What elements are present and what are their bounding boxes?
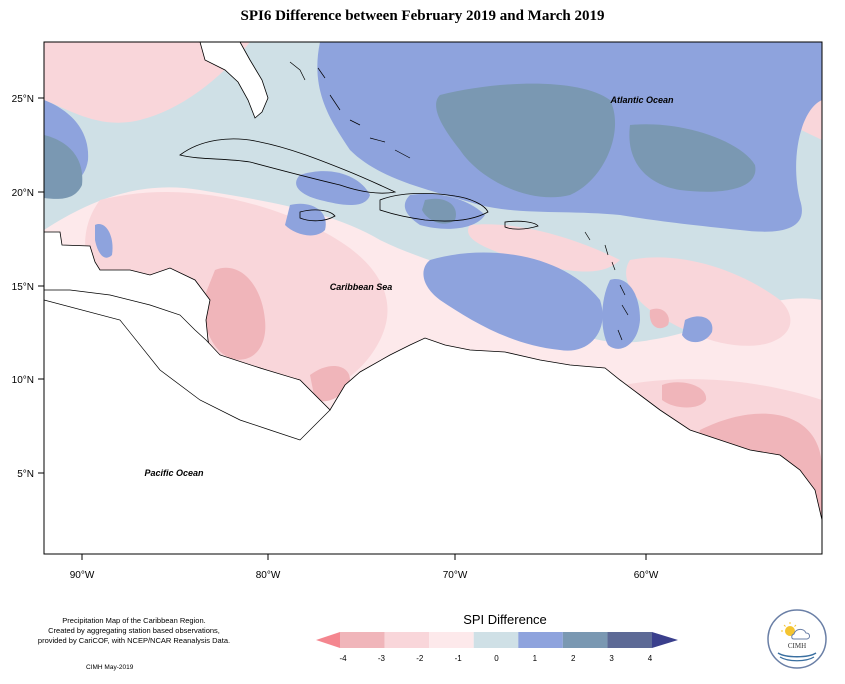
lat-label-5: 5°N	[17, 469, 34, 480]
label-atlantic-ocean: Atlantic Ocean	[609, 95, 674, 105]
land-florida	[199, 42, 269, 119]
land-cuba	[179, 138, 397, 194]
land-central-south-america	[44, 231, 822, 554]
lat-label-25: 25°N	[12, 94, 34, 105]
land-lesser-antilles	[584, 231, 629, 341]
lon-label-70: 70°W	[443, 570, 468, 581]
label-caribbean-sea: Caribbean Sea	[330, 282, 393, 292]
contour-blue-cuba	[296, 171, 370, 205]
colorbar-tick-label: 4	[648, 654, 653, 663]
land-puerto-rico	[504, 220, 539, 230]
contour-blue-windward	[602, 279, 640, 349]
colorbar-tick-label: -3	[378, 654, 386, 663]
footnote-line-1: Precipitation Map of the Caribbean Regio…	[62, 616, 206, 625]
cimh-logo: CIMH	[767, 609, 827, 669]
map-frame	[43, 41, 823, 555]
logo-text: CIMH	[788, 642, 806, 650]
colorbar-right-arrow	[652, 632, 678, 648]
colorbar-tick-label: 2	[571, 654, 576, 663]
contour-grey-blue-atlantic	[436, 83, 616, 198]
axis-ticks	[38, 97, 647, 560]
contour-blue-belize	[95, 224, 113, 258]
contour-grey-blue-gulf	[44, 135, 83, 199]
land-hispaniola	[379, 192, 489, 222]
colorbar-cell	[518, 632, 563, 648]
colorbar-left-arrow	[316, 632, 340, 648]
lon-label-90: 90°W	[70, 570, 95, 581]
lat-label-10: 10°N	[12, 375, 34, 386]
lat-label-15: 15°N	[12, 282, 34, 293]
contour-salmon-panama	[310, 365, 350, 402]
colorbar-cell	[429, 632, 474, 648]
map-footnote: Precipitation Map of the Caribbean Regio…	[14, 616, 254, 646]
credit-text: CIMH May-2019	[86, 664, 134, 671]
colorbar-cell	[607, 632, 652, 648]
lat-label-20: 20°N	[12, 188, 34, 199]
contour-grey-blue-east	[629, 124, 756, 192]
colorbar: -4 -3 -2 -1 0 1 2 3 4	[316, 632, 678, 663]
contour-pink-antilles	[626, 257, 791, 346]
contour-salmon-small-2	[662, 382, 707, 408]
contour-salmon-small	[649, 308, 669, 329]
colorbar-tick-label: -4	[339, 654, 347, 663]
colorbar-tick-label: 0	[494, 654, 499, 663]
footnote-line-3: provided by CariCOF, with NCEP/NCAR Rean…	[37, 636, 231, 645]
colorbar-tick-label: -2	[416, 654, 424, 663]
lon-label-80: 80°W	[256, 570, 281, 581]
contour-salmon-nicaragua	[203, 267, 266, 360]
colorbar-cell	[473, 632, 519, 648]
land-central-america-coast	[44, 289, 331, 441]
contour-grey-blue-hispaniola	[422, 198, 456, 224]
colorbar-cell	[384, 632, 430, 648]
colorbar-tick-label: 3	[609, 654, 614, 663]
contour-blue-caribbean	[423, 252, 603, 351]
legend-title: SPI Difference	[463, 612, 547, 627]
contour-pink-pr	[468, 224, 620, 272]
colorbar-tick-label: -1	[455, 654, 463, 663]
land-jamaica	[299, 209, 336, 222]
colorbar-cell	[340, 632, 385, 648]
contour-pink-nw	[44, 42, 250, 123]
colorbar-tick-label: 1	[533, 654, 538, 663]
label-pacific-ocean: Pacific Ocean	[144, 468, 204, 478]
land-bahamas	[289, 61, 411, 159]
map-title: SPI6 Difference between February 2019 an…	[240, 8, 605, 24]
colorbar-cell	[562, 632, 608, 648]
lon-label-60: 60°W	[634, 570, 659, 581]
footnote-line-2: Created by aggregating station based obs…	[48, 626, 220, 635]
contour-blue-small	[682, 316, 713, 343]
